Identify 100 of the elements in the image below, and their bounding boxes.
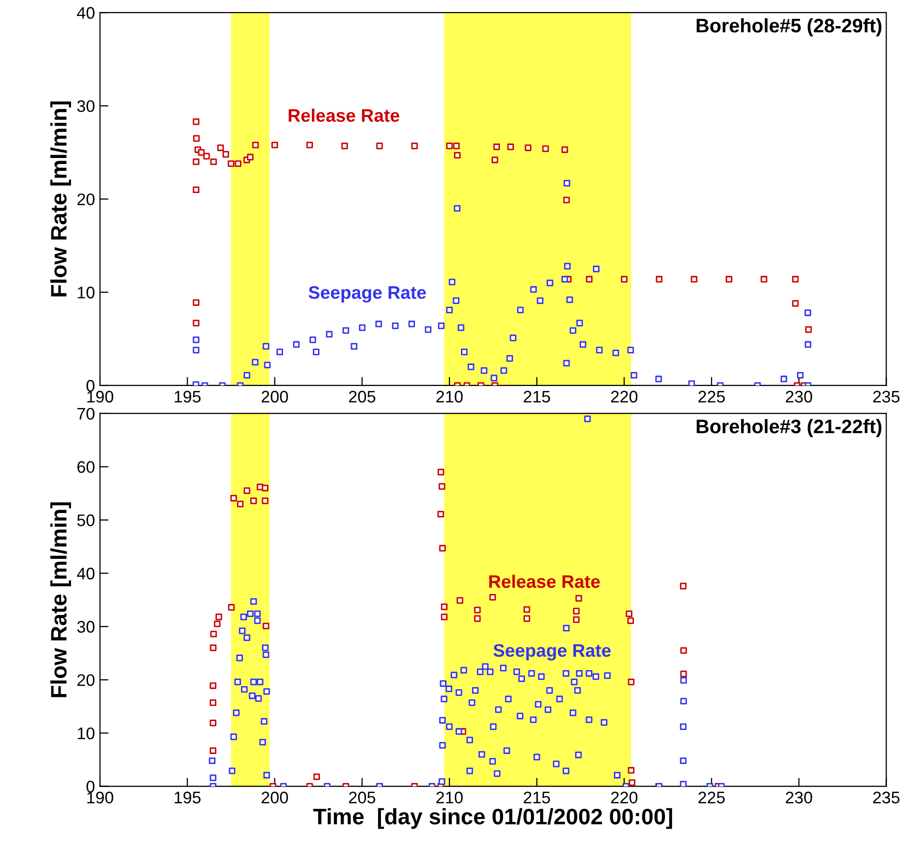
point bbox=[228, 160, 234, 167]
x-tick-label: 195 bbox=[174, 792, 201, 804]
point bbox=[493, 144, 500, 150]
point bbox=[573, 616, 580, 623]
y-tick-label: 70 bbox=[77, 408, 94, 420]
point bbox=[792, 276, 799, 283]
point bbox=[244, 487, 250, 494]
point bbox=[210, 158, 217, 166]
y-tick-label: 20 bbox=[77, 674, 94, 686]
point bbox=[203, 152, 210, 160]
x-tick-label: 200 bbox=[262, 390, 288, 403]
point bbox=[446, 142, 453, 150]
point bbox=[210, 644, 217, 652]
x-tick-label: 205 bbox=[349, 390, 376, 403]
x-tick-label: 220 bbox=[611, 390, 638, 403]
point bbox=[680, 647, 687, 654]
point bbox=[438, 483, 446, 490]
point bbox=[474, 615, 481, 622]
point bbox=[563, 196, 570, 204]
point bbox=[524, 144, 532, 152]
point bbox=[507, 144, 514, 150]
point bbox=[217, 144, 224, 152]
y-tick-label: 0 bbox=[86, 780, 94, 793]
point bbox=[760, 276, 768, 283]
point bbox=[192, 158, 200, 166]
x-tick-label: 235 bbox=[873, 390, 900, 403]
point bbox=[453, 142, 460, 150]
point bbox=[210, 682, 216, 689]
point bbox=[489, 594, 496, 601]
point bbox=[656, 276, 662, 283]
point bbox=[437, 510, 444, 518]
point bbox=[192, 299, 200, 306]
x-axis-title: Time [day since 01/01/2002 00:00] bbox=[313, 808, 672, 829]
point bbox=[627, 617, 634, 624]
point bbox=[542, 145, 549, 152]
point bbox=[440, 614, 448, 620]
point bbox=[474, 606, 481, 614]
y-axis-title: Flow Rate [ml/min] bbox=[50, 102, 72, 296]
x-tick-label: 230 bbox=[786, 792, 812, 804]
point bbox=[306, 142, 313, 148]
point bbox=[256, 484, 264, 490]
point bbox=[271, 142, 278, 148]
y-tick-label: 20 bbox=[77, 193, 94, 206]
point bbox=[792, 300, 799, 307]
point bbox=[262, 622, 270, 630]
point bbox=[341, 142, 348, 150]
point bbox=[210, 699, 216, 706]
series-label: Seepage Rate bbox=[308, 286, 426, 303]
y-tick-label: 10 bbox=[78, 727, 94, 740]
point bbox=[561, 146, 568, 153]
point bbox=[222, 151, 230, 158]
point bbox=[575, 595, 582, 602]
point bbox=[216, 614, 222, 620]
point bbox=[439, 544, 446, 552]
y-tick-label: 40 bbox=[76, 568, 94, 580]
y-tick-label: 10 bbox=[78, 286, 94, 298]
x-tick-label: 230 bbox=[786, 390, 812, 403]
point bbox=[524, 615, 530, 622]
point bbox=[252, 142, 259, 148]
point bbox=[262, 484, 268, 492]
point bbox=[237, 500, 244, 508]
x-tick-label: 205 bbox=[349, 792, 376, 804]
point bbox=[628, 678, 634, 686]
point bbox=[680, 582, 687, 590]
point bbox=[726, 276, 732, 283]
point bbox=[230, 494, 237, 502]
point bbox=[411, 142, 418, 150]
y-tick-label: 30 bbox=[77, 620, 94, 633]
y-axis-title: Flow Rate [ml/min] bbox=[50, 502, 72, 698]
point bbox=[210, 747, 216, 754]
point bbox=[626, 610, 632, 618]
x-tick-label: 195 bbox=[174, 390, 201, 403]
x-tick-label: 200 bbox=[262, 792, 288, 804]
x-tick-label: 225 bbox=[698, 390, 725, 403]
point bbox=[210, 720, 216, 726]
point bbox=[210, 630, 217, 638]
point bbox=[440, 604, 448, 610]
point bbox=[262, 498, 268, 504]
point bbox=[192, 118, 200, 125]
x-tick-label: 235 bbox=[873, 792, 900, 804]
point bbox=[805, 326, 812, 333]
point bbox=[628, 779, 636, 786]
point bbox=[492, 156, 498, 164]
point bbox=[192, 186, 200, 194]
point bbox=[192, 320, 200, 326]
point bbox=[620, 276, 628, 283]
point bbox=[524, 606, 530, 613]
point bbox=[628, 767, 634, 774]
y-tick-label: 40 bbox=[76, 7, 94, 19]
point bbox=[690, 276, 698, 283]
point bbox=[246, 154, 254, 160]
x-tick-label: 220 bbox=[611, 792, 638, 804]
x-tick-label: 215 bbox=[524, 390, 550, 403]
point bbox=[586, 276, 593, 283]
point bbox=[234, 160, 242, 167]
x-tick-label: 190 bbox=[87, 792, 114, 804]
x-tick-label: 190 bbox=[87, 390, 114, 403]
point bbox=[313, 773, 320, 780]
point bbox=[573, 608, 580, 614]
y-tick-label: 50 bbox=[77, 514, 94, 526]
